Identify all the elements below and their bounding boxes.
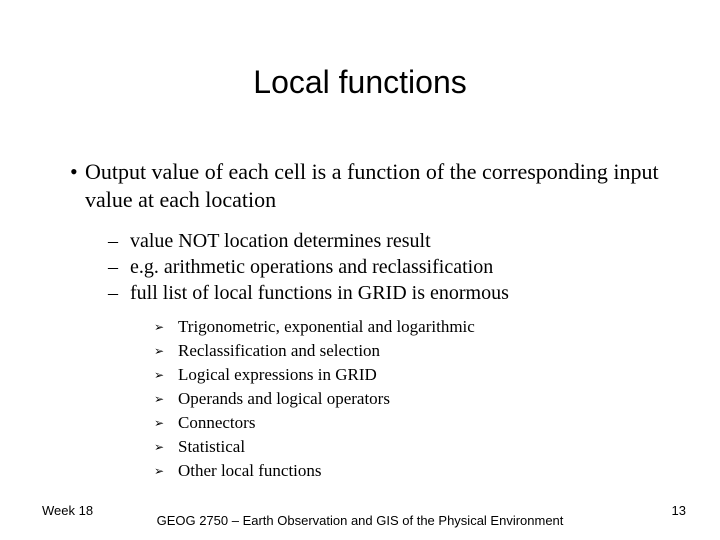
sub-bullet-list: – value NOT location determines result –… [108,228,660,306]
bullet-marker: – [108,254,130,280]
subsub-bullet-list: ➢ Trigonometric, exponential and logarit… [154,316,660,482]
bullet-text: Reclassification and selection [178,340,380,362]
bullet-marker: ➢ [154,316,178,338]
slide-title: Local functions [0,64,720,101]
bullet-level-3: ➢ Operands and logical operators [154,388,660,410]
bullet-text: Logical expressions in GRID [178,364,377,386]
bullet-marker: ➢ [154,460,178,482]
bullet-marker: ➢ [154,388,178,410]
bullet-level-3: ➢ Connectors [154,412,660,434]
bullet-marker: – [108,228,130,254]
bullet-text: Operands and logical operators [178,388,390,410]
bullet-level-3: ➢ Logical expressions in GRID [154,364,660,386]
bullet-text: Trigonometric, exponential and logarithm… [178,316,475,338]
bullet-text: Connectors [178,412,255,434]
bullet-level-3: ➢ Statistical [154,436,660,458]
bullet-marker: ➢ [154,436,178,458]
bullet-text: value NOT location determines result [130,228,431,254]
bullet-marker: – [108,280,130,306]
slide-body: • Output value of each cell is a functio… [70,158,660,484]
bullet-level-3: ➢ Other local functions [154,460,660,482]
bullet-level-3: ➢ Trigonometric, exponential and logarit… [154,316,660,338]
bullet-marker: ➢ [154,364,178,386]
bullet-text: Output value of each cell is a function … [85,158,660,214]
bullet-marker: ➢ [154,412,178,434]
bullet-marker: • [70,158,85,214]
footer-page-number: 13 [672,503,686,518]
footer-course: GEOG 2750 – Earth Observation and GIS of… [0,513,720,528]
slide: Local functions • Output value of each c… [0,0,720,540]
bullet-level-1: • Output value of each cell is a functio… [70,158,660,214]
bullet-marker: ➢ [154,340,178,362]
bullet-text: e.g. arithmetic operations and reclassif… [130,254,493,280]
bullet-text: Statistical [178,436,245,458]
bullet-text: Other local functions [178,460,322,482]
bullet-level-2: – value NOT location determines result [108,228,660,254]
bullet-level-2: – e.g. arithmetic operations and reclass… [108,254,660,280]
bullet-level-2: – full list of local functions in GRID i… [108,280,660,306]
bullet-level-3: ➢ Reclassification and selection [154,340,660,362]
bullet-text: full list of local functions in GRID is … [130,280,509,306]
